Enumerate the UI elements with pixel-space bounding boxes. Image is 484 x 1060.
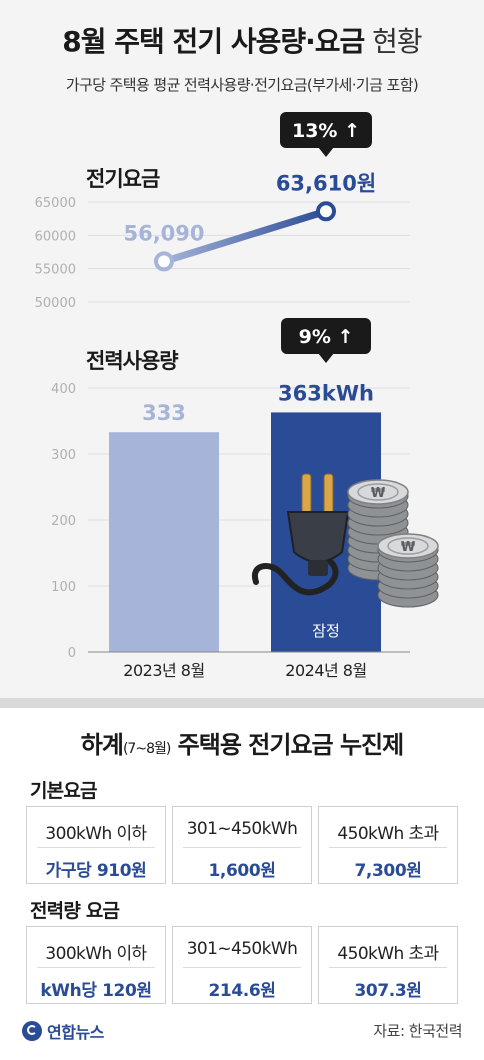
- coin-stack-front-icon: ₩: [377, 533, 439, 608]
- tier-range: 450kWh 초과: [337, 944, 439, 964]
- tier-range: 301~450kWh: [186, 819, 298, 839]
- cell-divider: [329, 967, 447, 968]
- badge-text: 9% ↑: [299, 326, 354, 348]
- provisional-note: 잠정: [312, 622, 340, 640]
- usage-chart-title: 전력사용량: [86, 349, 179, 373]
- fee-label-2024: 63,610원: [276, 171, 376, 195]
- y-tick-label: 65000: [35, 196, 76, 211]
- tier-title-main: 하계: [80, 731, 124, 759]
- energy-tier-2: 301~450kWh 214.6원: [172, 926, 312, 1004]
- tier-price: 7,300원: [354, 861, 422, 881]
- tier-range: 301~450kWh: [186, 939, 298, 959]
- badge-bg: [281, 318, 371, 354]
- charts-svg: 65000 60000 55000 50000 56,090 63,610원 13% ↑ 4…: [35, 112, 439, 680]
- usage-bar-chart: 400 300 200 100 0 333 2023년 8월 363kWh 2024년 8월 9%…: [51, 318, 439, 680]
- title-main: 8월 주택 전기 사용량·요금: [62, 25, 365, 58]
- base-tier-2: 301~450kWh 1,600원: [172, 806, 312, 884]
- x-tick-label: 2023년 8월: [123, 661, 204, 680]
- cell-divider: [37, 967, 155, 968]
- fee-point-2024: [316, 201, 336, 222]
- y-tick-label: 55000: [35, 263, 76, 278]
- fee-chart-title: 전기요금: [86, 167, 160, 191]
- coin-rim-icon: [387, 537, 429, 555]
- y-tick-label: 100: [51, 580, 76, 595]
- section-divider: [0, 698, 484, 708]
- tier-title-rest: 주택용 전기요금 누진제: [170, 731, 405, 759]
- tier-range: 450kWh 초과: [337, 824, 439, 844]
- page-subtitle: 가구당 주택용 평균 전력사용량·전기요금(부가세·기금 포함): [65, 76, 419, 94]
- plug-neck-icon: [308, 560, 328, 576]
- y-tick-label: 200: [51, 514, 76, 529]
- y-tick-label: 400: [51, 382, 76, 397]
- cell-divider: [37, 847, 155, 848]
- y-tick-label: 300: [51, 448, 76, 463]
- usage-label-2024: 363kWh: [278, 381, 374, 405]
- energy-fee-label: 전력량 요금: [30, 900, 120, 922]
- fee-label-2023: 56,090: [123, 221, 204, 245]
- y-tick-label: 50000: [35, 296, 76, 311]
- y-tick-label: 60000: [35, 229, 76, 244]
- tier-title: 하계(7~8월) 주택용 전기요금 누진제: [0, 725, 484, 760]
- plug-body-icon: [286, 511, 350, 563]
- plug-prong-icon: [301, 473, 312, 517]
- x-tick-label: 2024년 8월: [285, 661, 366, 680]
- base-tier-3: 450kWh 초과 7,300원: [318, 806, 458, 884]
- tier-price: 214.6원: [208, 981, 276, 1001]
- base-fee-label: 기본요금: [30, 780, 98, 802]
- plug-coins-illustration: ₩₩: [251, 473, 439, 608]
- tier-range: 300kWh 이하: [45, 824, 147, 844]
- fee-line: [160, 207, 330, 265]
- tier-price: kWh당 120원: [40, 981, 152, 1001]
- tier-price: 1,600원: [208, 861, 276, 881]
- won-symbol-icon: ₩: [401, 540, 416, 555]
- badge-text: 13% ↑: [292, 120, 360, 142]
- cell-divider: [329, 847, 447, 848]
- page-title: 8월 주택 전기 사용량·요금 현황: [0, 20, 484, 60]
- energy-tier-3: 450kWh 초과 307.3원: [318, 926, 458, 1004]
- tier-range: 300kWh 이하: [45, 944, 147, 964]
- cell-divider: [183, 967, 301, 968]
- badge-bg: [280, 112, 372, 148]
- plug-prong-icon: [323, 473, 334, 517]
- source-note: 자료: 한국전력: [373, 1022, 462, 1040]
- cell-divider: [183, 847, 301, 848]
- plug-cord-icon: [251, 557, 339, 596]
- badge-pointer: [318, 147, 334, 157]
- logo-text: 연합뉴스: [47, 1023, 104, 1042]
- yonhap-logo: 연합뉴스: [22, 1019, 104, 1043]
- tier-price: 가구당 910원: [45, 861, 147, 881]
- base-tier-1: 300kWh 이하 가구당 910원: [26, 806, 166, 884]
- tier-price: 307.3원: [354, 981, 422, 1001]
- y-tick-label: 0: [68, 646, 76, 661]
- fee-line-chart: 65000 60000 55000 50000 56,090 63,610원 13% ↑: [35, 112, 410, 311]
- usage-label-2023: 333: [142, 401, 186, 425]
- tier-panel: [0, 708, 484, 1060]
- badge-pointer: [318, 353, 334, 363]
- coin-rim-icon: [357, 483, 399, 501]
- yonhap-logo-icon: [22, 1021, 42, 1041]
- fee-point-2023: [154, 251, 174, 272]
- energy-tier-1: 300kWh 이하 kWh당 120원: [26, 926, 166, 1004]
- title-suffix: 현황: [364, 25, 423, 58]
- usage-change-badge: 9% ↑: [281, 318, 371, 363]
- tier-title-period: (7~8월): [122, 741, 171, 757]
- won-symbol-icon: ₩: [371, 486, 386, 501]
- usage-bar-2023: [109, 432, 219, 652]
- fee-change-badge: 13% ↑: [280, 112, 372, 157]
